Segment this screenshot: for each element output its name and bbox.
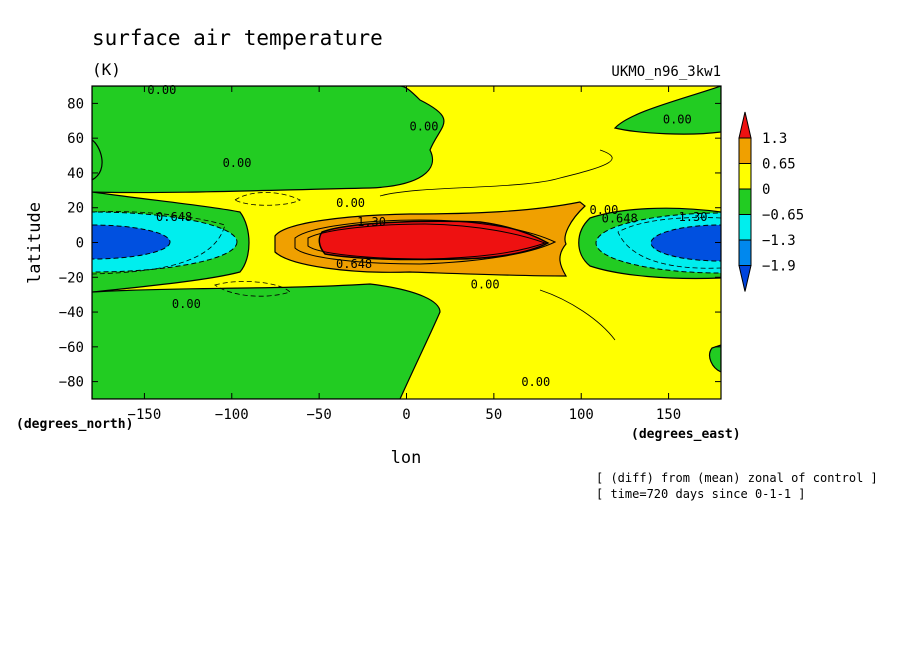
note-time: [ time=720 days since 0-1-1 ] — [596, 487, 806, 501]
field-atl-blue — [92, 224, 171, 260]
x-tick-label: 100 — [569, 407, 594, 423]
y-tick-label: 20 — [67, 201, 84, 217]
x-units-label: (degrees_east) — [631, 427, 741, 442]
y-tick-label: 60 — [67, 131, 84, 147]
colorbar-label: −0.65 — [762, 208, 804, 224]
plot-area: 0.000.00 0.000.000.00 0.000.648 1.30 0.648 1.… — [91, 83, 722, 400]
contour-label: 0.00 — [172, 297, 201, 311]
contour-label: 0.00 — [663, 113, 692, 127]
contour-line — [294, 219, 557, 265]
contour-label: 0.648 — [156, 210, 192, 224]
contour-line — [539, 289, 616, 341]
colorbar-segment — [738, 214, 752, 241]
y-tick-label: 40 — [67, 166, 84, 182]
contour-label: 0.00 — [336, 196, 365, 210]
x-tick-label: 150 — [656, 407, 681, 423]
colorbar: 1.3 0.65 0 −0.65 −1.3 −1.9 — [738, 111, 804, 292]
colorbar-segment — [738, 111, 752, 139]
y-tick-label: 80 — [67, 96, 84, 112]
contour-label: 1.30 — [679, 210, 708, 224]
field-pac-blue — [650, 224, 721, 262]
x-tick-label: 0 — [402, 407, 410, 423]
y-axis-label: latitude — [25, 202, 45, 284]
contour-line — [234, 192, 301, 206]
contour-field — [92, 86, 721, 399]
contour-label: 0.00 — [589, 203, 618, 217]
x-tick-label: 50 — [485, 407, 502, 423]
colorbar-label: 0.65 — [762, 157, 796, 173]
y-tick-label: 0 — [76, 236, 84, 252]
contour-line — [214, 281, 291, 297]
units-label: (K) — [92, 60, 121, 79]
field-ne-green — [613, 86, 721, 135]
y-tick-label: −20 — [59, 270, 84, 286]
colorbar-label: −1.9 — [762, 259, 796, 275]
colorbar-segment — [738, 265, 752, 292]
colorbar-label: 1.3 — [762, 131, 787, 147]
contour-label: 0.00 — [223, 156, 252, 170]
x-axis: −150 −100 −50 0 50 100 150 — [128, 86, 681, 423]
x-tick-label: −100 — [215, 407, 249, 423]
field-nh-green — [92, 86, 445, 194]
chart-title: surface air temperature — [92, 26, 383, 50]
contour-label: 0.648 — [602, 212, 638, 226]
y-units-label: (degrees_north) — [16, 417, 133, 432]
y-tick-label: −40 — [59, 305, 84, 321]
y-tick-label: −60 — [59, 340, 84, 356]
contour-label: 0.00 — [147, 83, 176, 97]
x-tick-label: −50 — [306, 407, 331, 423]
x-tick-label: −150 — [128, 407, 162, 423]
contour-label: 1.30 — [357, 215, 386, 229]
contour-label: 0.00 — [471, 278, 500, 292]
note-diff: [ (diff) from (mean) zonal of control ] — [596, 471, 878, 485]
field-red — [318, 220, 550, 261]
colorbar-segment — [738, 137, 752, 164]
colorbar-segment — [738, 188, 752, 215]
contour-label: 0.00 — [521, 375, 550, 389]
contour-line — [307, 223, 547, 260]
y-axis: 80 60 40 20 0 −20 −40 −60 −80 — [59, 96, 721, 391]
y-tick-label: −80 — [59, 375, 84, 391]
colorbar-label: 0 — [762, 182, 770, 198]
contour-line — [617, 217, 721, 269]
contour-label: 0.648 — [336, 257, 372, 271]
contour-line — [92, 211, 226, 275]
colorbar-segment — [738, 163, 752, 190]
colorbar-segment — [738, 239, 752, 266]
colorbar-label: −1.3 — [762, 233, 796, 249]
x-axis-label: lon — [391, 448, 422, 468]
model-label: UKMO_n96_3kw1 — [611, 64, 721, 80]
contour-line — [379, 149, 613, 197]
field-sh-green — [92, 283, 441, 399]
contour-label: 0.00 — [410, 119, 439, 133]
